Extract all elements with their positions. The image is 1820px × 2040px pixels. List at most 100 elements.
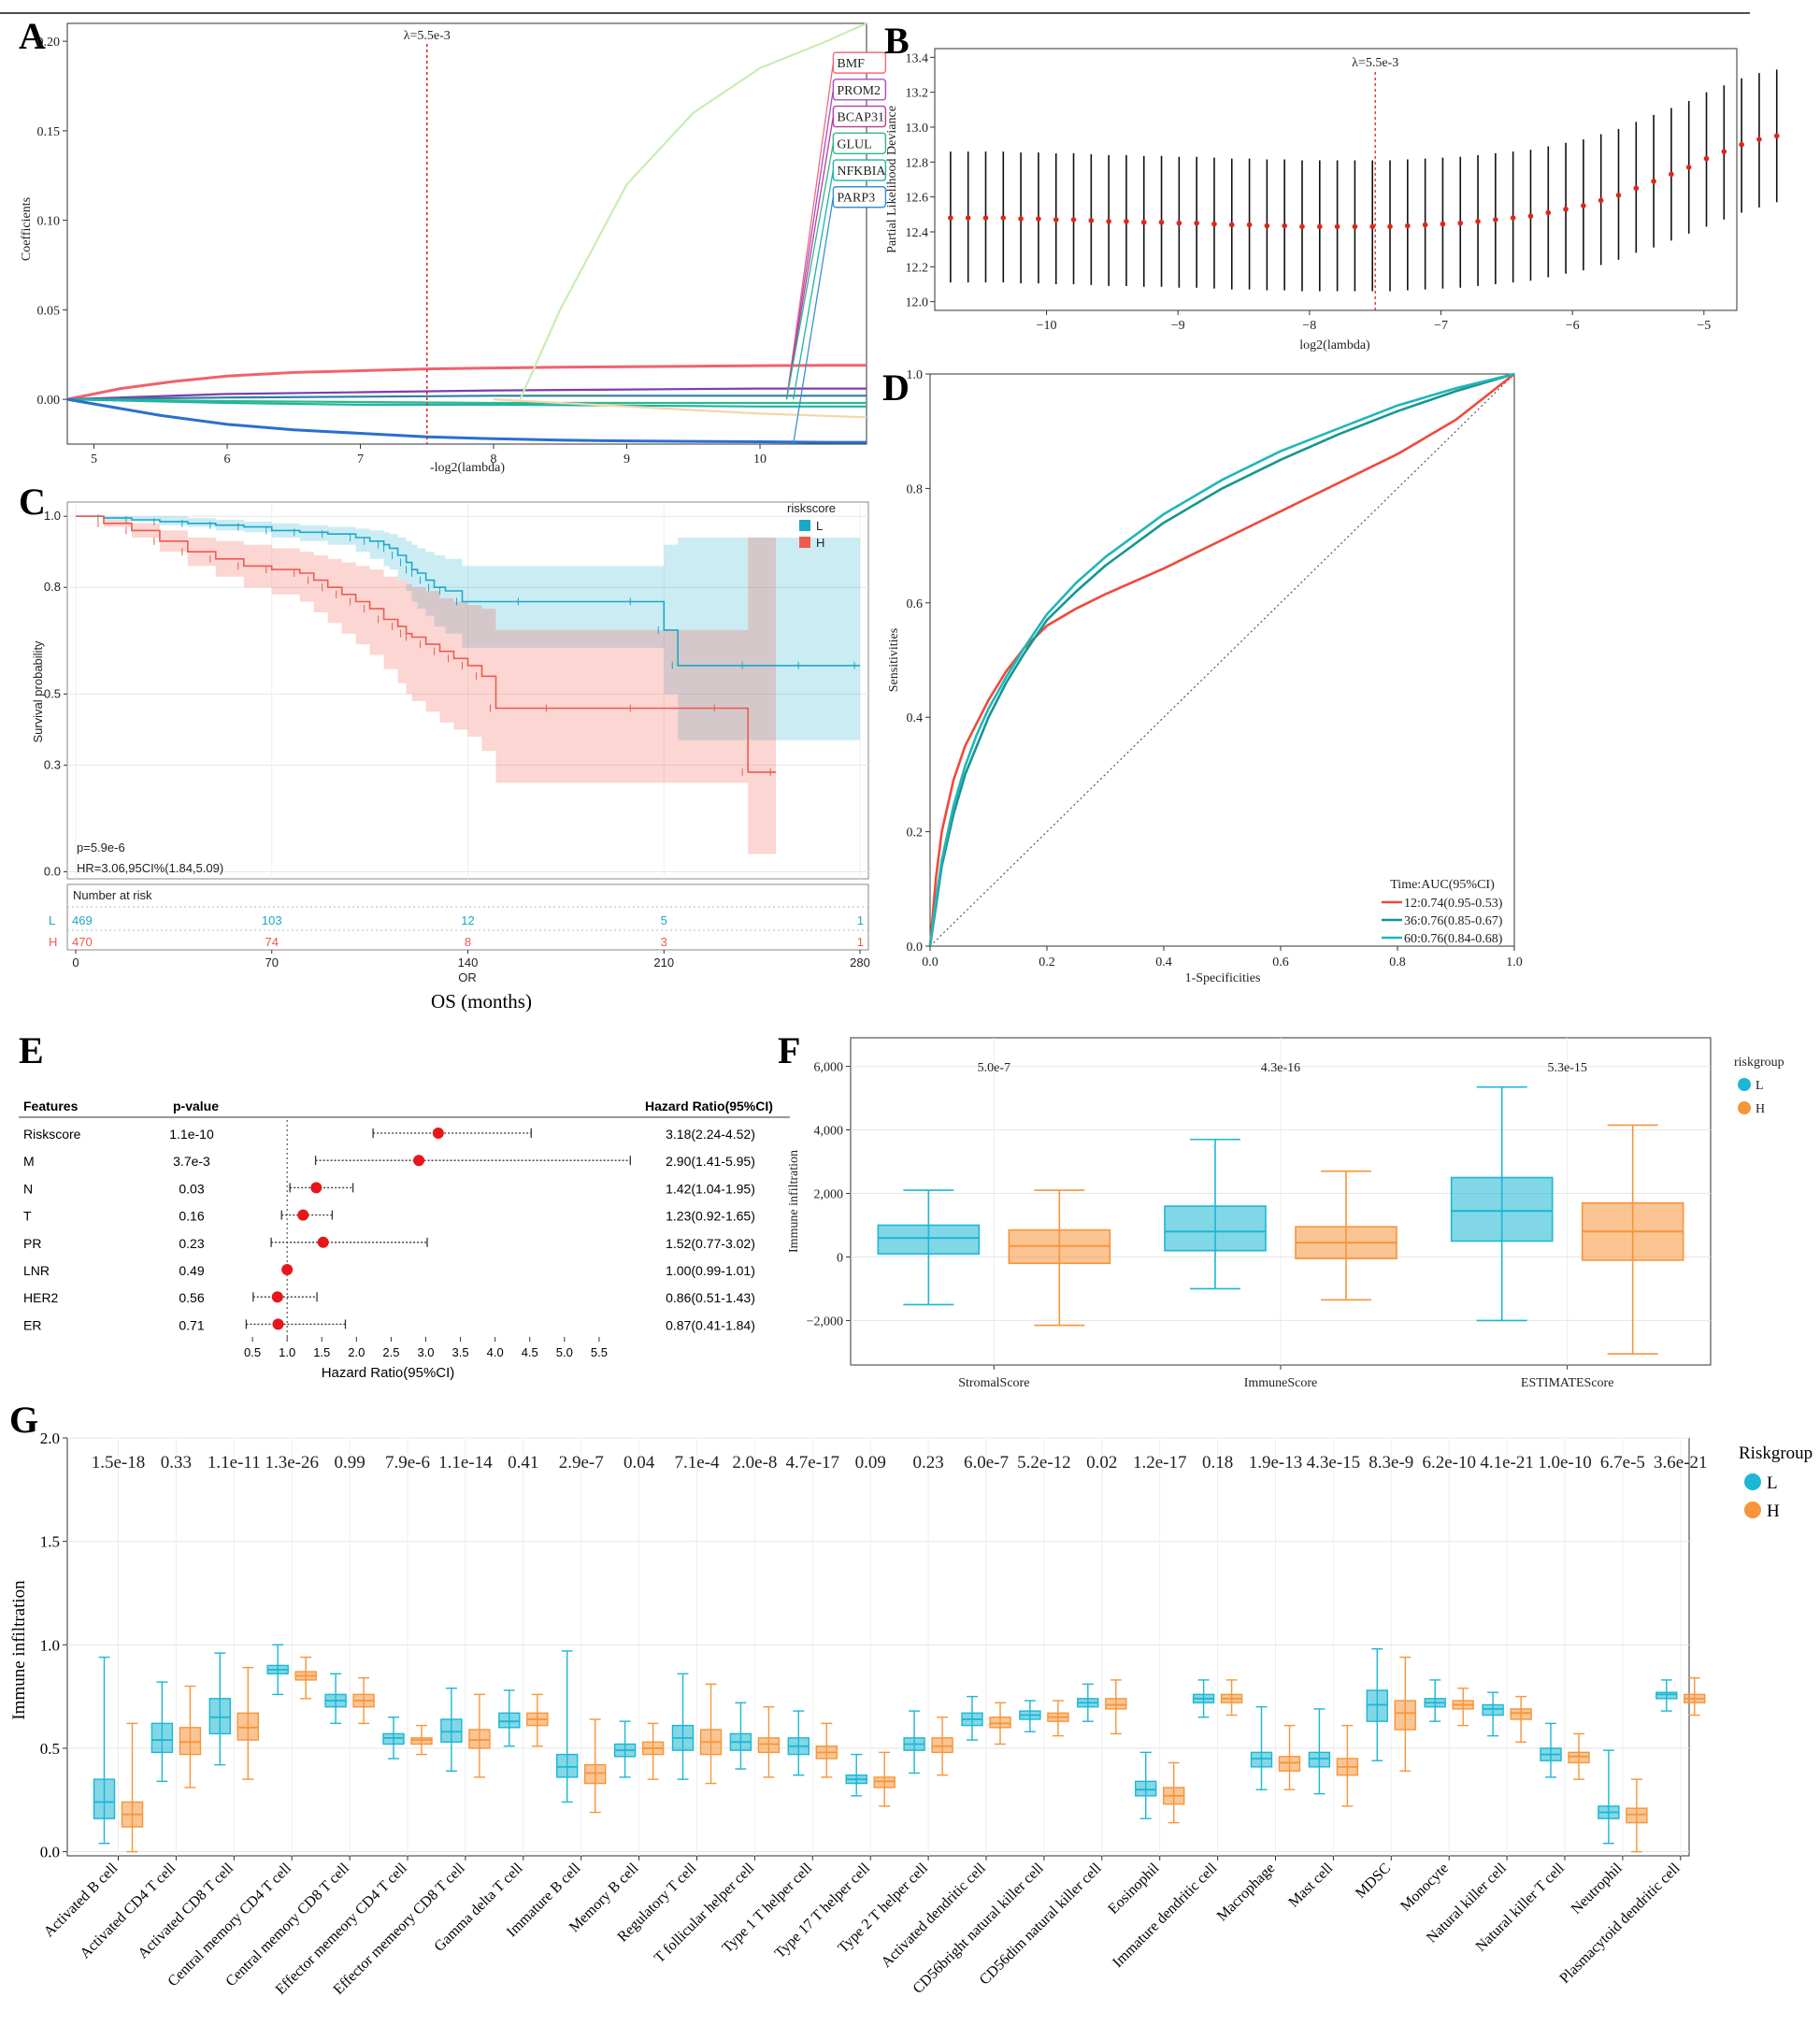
feature-label: HER2 (23, 1290, 59, 1305)
pvalue-label-g: 6.0e-7 (964, 1453, 1009, 1473)
box-h (236, 1712, 260, 1741)
box-h (410, 1737, 433, 1745)
feature-label: PR (23, 1236, 41, 1251)
box-h (1278, 1756, 1301, 1772)
cv-point (1106, 219, 1111, 224)
y-tick-label-a: 0.00 (37, 394, 61, 408)
pvalue-label: 0.71 (179, 1317, 204, 1332)
legend-label-l-f: L (1756, 1079, 1764, 1093)
y-tick-label-d: 1.0 (907, 368, 924, 382)
lines-a (66, 22, 867, 445)
coef-path-1 (66, 364, 867, 401)
box-h (1626, 1807, 1648, 1824)
legend-label-bmf: BMF (837, 57, 865, 71)
box-l (1655, 1691, 1678, 1700)
pvalue-label-g: 1.3e-26 (265, 1453, 319, 1473)
y-tick-label-d: 0.8 (907, 482, 924, 496)
x-tick-label-e: 4.0 (487, 1345, 504, 1359)
panel-a: A BMF PROM2 BCAP31 GLUL NFKBIA PARP3 λ=5.5e-3… (19, 15, 886, 475)
cv-point (1124, 219, 1129, 224)
pvalue-label-g: 1.2e-17 (1133, 1453, 1187, 1473)
x-ticks-e: 0.5 1.0 1.5 2.0 2.5 3.0 3.5 4.0 4.5 5.0 5.5 (244, 1337, 608, 1359)
hr-point (432, 1128, 444, 1139)
grid-c (67, 502, 868, 879)
box-l (1250, 1751, 1273, 1768)
pvalue-label-g: 0.09 (855, 1453, 886, 1473)
pvalue-label-g: 0.41 (508, 1453, 538, 1473)
feature-label: Riskscore (23, 1127, 81, 1142)
legend-swatch-h-c (799, 537, 810, 548)
pvalue-label-g: 4.3e-15 (1307, 1453, 1361, 1473)
cv-point (1475, 219, 1481, 224)
survival-curve-h (76, 515, 777, 773)
cv-point (1088, 218, 1095, 223)
pvalue-label-g: 3.6e-21 (1654, 1453, 1708, 1473)
legend-label-l-c: L (816, 519, 823, 533)
column-header-pvalue: p-value (173, 1099, 219, 1113)
legend-box-nfkbia (832, 159, 887, 181)
pvalue-label: 1.1e-10 (169, 1127, 214, 1142)
x-tick-label-e: 2.0 (348, 1345, 365, 1359)
x-tick-label-a: 10 (753, 453, 767, 467)
pvalue-label-g: 4.1e-21 (1480, 1453, 1534, 1473)
pvalue-label-g: 7.1e-4 (674, 1453, 720, 1473)
cv-point (1685, 165, 1692, 170)
cv-point (1316, 223, 1323, 230)
x-tick-label-e: 1.5 (313, 1345, 330, 1359)
roc-curves-d (928, 372, 1515, 947)
legend-connector-3 (785, 116, 835, 400)
legend-box-bcap31 (832, 105, 887, 128)
cv-point (1352, 223, 1358, 230)
feature-label: ER (23, 1317, 41, 1332)
x-tick-label-e: 5.0 (556, 1345, 573, 1359)
legend-connector-4 (785, 143, 835, 400)
x-tick-label-d: 0.6 (1272, 955, 1289, 970)
pvalue-label-g: 1.9e-13 (1249, 1453, 1303, 1473)
y-tick-label-g: 0.5 (40, 1740, 60, 1758)
cv-point (1369, 223, 1376, 230)
x-tick-label-d: 1.0 (1506, 955, 1523, 970)
pvalue-label-f: 5.0e-7 (978, 1061, 1010, 1075)
box-h (179, 1727, 202, 1756)
hr-point (310, 1182, 322, 1194)
hr-label: 1.42(1.04-1.95) (666, 1181, 755, 1196)
boxes-f (877, 1085, 1684, 1355)
legend-box-prom2 (832, 79, 887, 101)
x-tick-label-e: 3.5 (452, 1345, 469, 1359)
cv-point (1158, 219, 1165, 225)
cv-point (1246, 222, 1253, 228)
legend-box-parp3 (832, 186, 887, 208)
pvalue-label-g: 0.04 (623, 1453, 655, 1473)
cv-point (1493, 217, 1498, 223)
panel-label-d: D (882, 366, 910, 409)
coef-path-4 (66, 398, 867, 405)
cv-point (1194, 220, 1199, 226)
y-tick-label-d: 0.2 (907, 826, 924, 840)
pvalue-label-g: 8.3e-9 (1369, 1453, 1413, 1473)
y-tick-label-f: −2,000 (807, 1315, 843, 1329)
feature-label: M (23, 1154, 35, 1169)
hr-point (272, 1318, 284, 1330)
risk-table-values-c: L 469 103 12 5 1 H 470 74 8 3 1 (49, 913, 864, 949)
pvalue-label: 3.7e-3 (173, 1154, 210, 1169)
legend-dot-l-g (1744, 1473, 1761, 1490)
hr-point (281, 1264, 294, 1275)
x-tick-label-b: −10 (1037, 319, 1057, 333)
hr-label: 3.18(2.24-4.52) (666, 1127, 755, 1142)
hr-point (413, 1155, 425, 1167)
cv-point (1264, 223, 1270, 229)
hr-label: 1.23(0.92-1.65) (666, 1209, 755, 1224)
y-tick-label-g: 2.0 (40, 1429, 60, 1447)
risk-count-l: 469 (72, 913, 93, 927)
hr-label: 1.52(0.77-3.02) (666, 1236, 755, 1251)
pvalue-label-g: 7.9e-6 (385, 1453, 430, 1473)
box-l (1308, 1751, 1331, 1768)
diagonal-reference-d (929, 373, 1515, 947)
cv-point (1581, 203, 1586, 208)
x-tick-label-d: 0.8 (1389, 955, 1406, 970)
y-ticks-d: 0.0 0.2 0.4 0.6 0.8 1.0 (907, 368, 930, 955)
panel-label-b: B (884, 20, 910, 62)
cv-point (1299, 223, 1305, 230)
y-tick-label-f: 4,000 (814, 1125, 844, 1139)
pvalue-label: 0.56 (179, 1290, 204, 1305)
